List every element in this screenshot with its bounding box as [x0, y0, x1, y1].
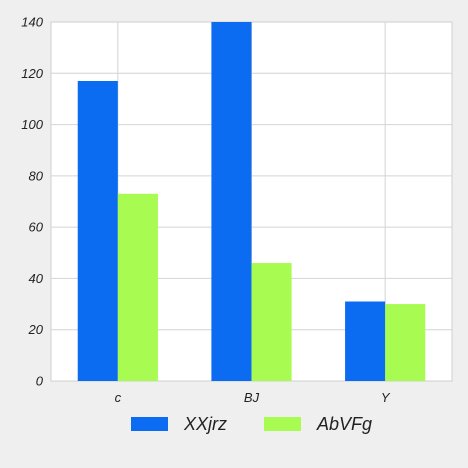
y-tick-label: 80	[29, 168, 44, 183]
legend-swatch	[264, 417, 301, 431]
y-tick-label: 140	[21, 15, 43, 30]
bar-AbVFg-c	[117, 193, 158, 381]
legend-swatch	[131, 417, 168, 431]
x-axis-ticks: c BJ Y	[115, 390, 391, 405]
bar-XXjrz-Y	[345, 301, 386, 381]
y-tick-label: 0	[36, 374, 44, 389]
bar-AbVFg-BJ	[251, 263, 292, 381]
x-tick-label: c	[115, 390, 122, 405]
bar-XXjrz-BJ	[211, 22, 252, 381]
legend-label: AbVFg	[316, 414, 372, 434]
x-tick-label: BJ	[244, 390, 260, 405]
y-tick-label: 100	[21, 117, 43, 132]
bar-XXjrz-c	[77, 80, 118, 381]
y-axis-ticks: 0 20 40 60 80 100 120 140	[21, 15, 43, 389]
legend: XXjrz AbVFg	[131, 414, 372, 434]
legend-label: XXjrz	[183, 414, 227, 434]
x-tick-label: Y	[381, 390, 391, 405]
bars	[77, 22, 426, 381]
y-tick-label: 40	[29, 271, 44, 286]
y-tick-label: 20	[28, 322, 44, 337]
bar-AbVFg-Y	[385, 304, 426, 381]
y-tick-label: 120	[21, 66, 43, 81]
y-tick-label: 60	[29, 220, 44, 235]
